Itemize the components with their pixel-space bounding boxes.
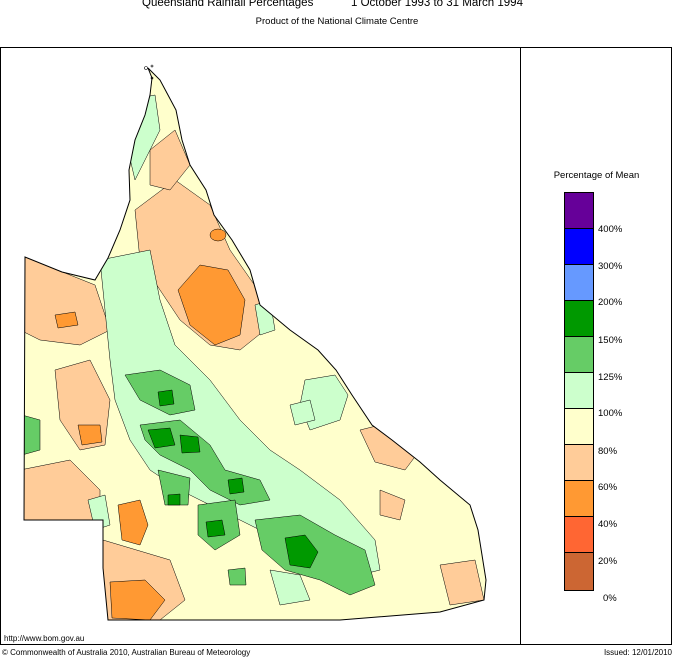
copyright-text: © Commonwealth of Australia 2010, Austra…: [2, 648, 251, 657]
legend-swatch-125: [565, 337, 593, 373]
region-low-nw: [54, 311, 79, 329]
region-high-3: [284, 534, 319, 569]
legend-swatch-40: [565, 481, 593, 517]
legend-swatch-60: [565, 445, 593, 481]
region-above-south: [269, 569, 311, 606]
region-low-south: [109, 579, 166, 620]
legend-swatch-400: [565, 193, 593, 229]
legend-color-bar: [564, 192, 594, 591]
region-low-cape: [177, 264, 246, 346]
legend-label: 40%: [598, 519, 618, 530]
region-high-7: [167, 493, 181, 506]
legend-label: 300%: [598, 261, 623, 272]
legend-swatch-150: [565, 301, 593, 337]
map-title: Queensland Rainfall Percentages: [142, 0, 314, 9]
queensland-outline: [23, 67, 487, 621]
legend-title: Percentage of Mean: [553, 170, 640, 181]
region-low-west: [117, 499, 149, 546]
legend-label: 400%: [598, 224, 623, 235]
region-high-1: [147, 427, 176, 449]
region-high-6: [157, 389, 175, 407]
source-url[interactable]: http://www.bom.gov.au: [4, 634, 85, 643]
legend-swatch-200: [565, 265, 593, 301]
legend-label: 200%: [598, 297, 623, 308]
legend-label: 60%: [598, 482, 618, 493]
region-wellabove-7: [227, 567, 247, 586]
map-subtitle: Product of the National Climate Centre: [255, 16, 419, 27]
legend-swatch-300: [565, 229, 593, 265]
legend-label: 100%: [598, 408, 623, 419]
legend-swatch-20: [565, 517, 593, 553]
region-wellabove-6: [24, 414, 41, 456]
region-below-east: [379, 489, 406, 521]
map-period: 1 October 1993 to 31 March 1994: [351, 0, 523, 9]
legend-label: 150%: [598, 335, 623, 346]
issued-date: Issued: 12/01/2010: [603, 648, 672, 657]
region-above-east: [289, 399, 316, 426]
legend-label: 80%: [598, 446, 618, 457]
legend-label: 125%: [598, 372, 623, 383]
queensland-map: [23, 64, 487, 621]
map-frame: [0, 47, 672, 645]
legend-swatch-80: [565, 409, 593, 445]
legend-label: 0%: [603, 593, 617, 604]
region-below-northcape: [149, 129, 191, 191]
region-high-5: [227, 477, 245, 495]
legend-label: 20%: [598, 556, 618, 567]
title-row: Queensland Rainfall Percentages 1 Octobe…: [0, 0, 674, 14]
legend-swatch-100: [565, 373, 593, 409]
region-wellabove-3: [157, 469, 191, 506]
region-high-2: [179, 434, 201, 454]
legend-divider: [520, 47, 521, 645]
region-low-mid: [77, 424, 103, 446]
legend-swatch-0: [565, 553, 593, 590]
region-below-west: [24, 254, 111, 346]
region-high-4: [205, 519, 226, 538]
